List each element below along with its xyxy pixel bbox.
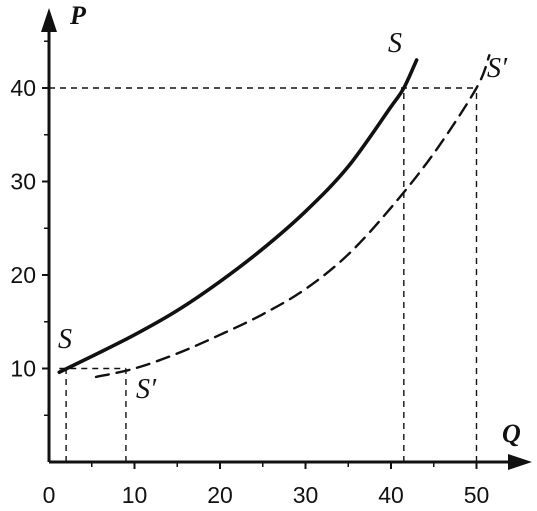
ticks: 0 10 20 30 40 50 10 20 30 40 [10, 40, 490, 508]
y-tick-label-20: 20 [10, 262, 36, 288]
series-line-s [57, 58, 419, 375]
reference-lines [49, 87, 478, 462]
y-axis-title: P [69, 1, 87, 30]
curve-label-s-prime-1: S′ [487, 53, 508, 84]
y-tick-label-10: 10 [10, 356, 36, 382]
y-axis-arrow [41, 8, 57, 32]
curve-label-s-prime-0: S′ [136, 374, 157, 405]
x-tick-label-30: 30 [293, 482, 319, 508]
y-tick-label-30: 30 [10, 169, 36, 195]
curve-label-s-1: S [388, 28, 402, 59]
y-tick-label-40: 40 [10, 75, 36, 101]
series-line-s-prime [94, 54, 491, 379]
x-tick-label-0: 0 [43, 482, 56, 508]
x-axis-arrow [508, 454, 532, 470]
supply-curves [57, 54, 491, 379]
curve-label-s-0: S [58, 324, 72, 355]
x-axis-title: Q [502, 419, 521, 448]
x-tick-label-40: 40 [378, 482, 404, 508]
curve-labels: S S S′ S′ [58, 28, 508, 405]
axes [41, 8, 532, 470]
x-tick-label-10: 10 [122, 482, 148, 508]
x-tick-label-20: 20 [207, 482, 233, 508]
x-tick-label-50: 50 [464, 482, 490, 508]
